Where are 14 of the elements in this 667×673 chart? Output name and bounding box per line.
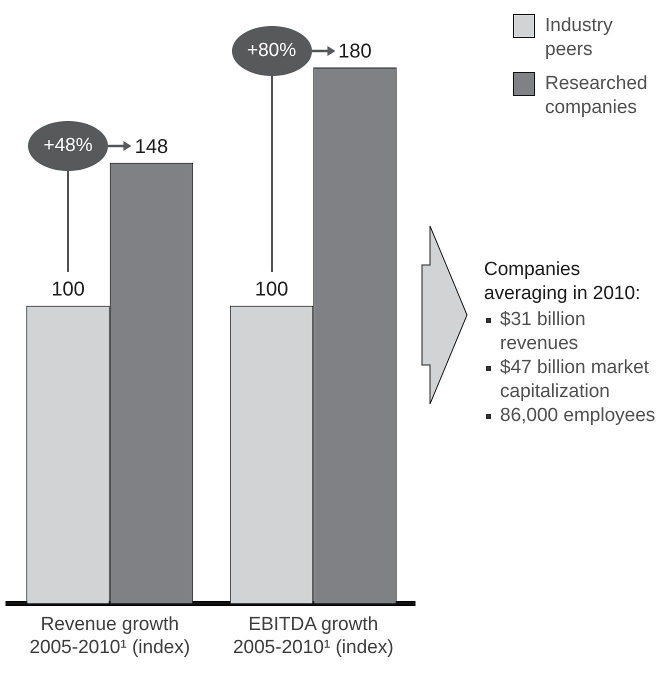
data-label: 148 <box>134 136 168 158</box>
data-label: 100 <box>254 278 288 301</box>
legend-label: Industry peers <box>545 14 614 62</box>
callout-bubble: +48% <box>28 120 108 171</box>
callout-bubble: +80% <box>232 26 312 76</box>
x-tick-label: EBITDA growth 2005-2010¹ (index) <box>232 614 394 658</box>
text: Companies averaging in 2010: <box>484 258 642 306</box>
legend-label: Researched companies <box>545 72 648 120</box>
text: $47 billion market capitalization <box>484 356 664 404</box>
data-label: 180 <box>338 40 372 63</box>
x-tick-label: Revenue growth 2005-2010¹ (index) <box>29 614 190 658</box>
text: $31 billion revenues <box>484 308 664 356</box>
text: 86,000 employees <box>484 404 664 428</box>
data-label: 100 <box>51 278 85 301</box>
